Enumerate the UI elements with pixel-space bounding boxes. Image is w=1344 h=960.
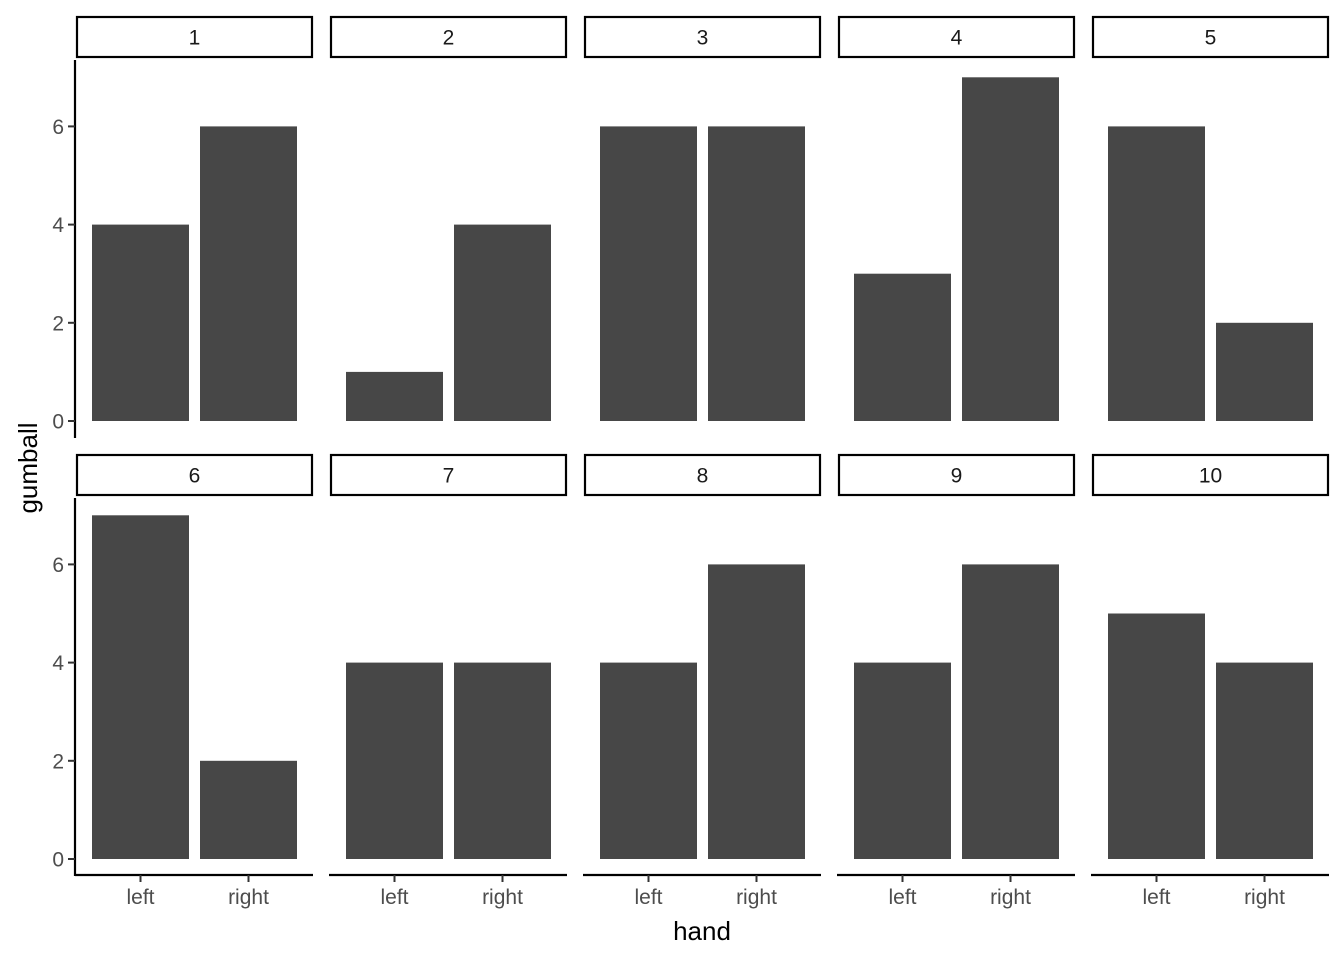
facet-strip [329,15,568,59]
facet-strip-label: 10 [1199,465,1222,488]
facet-strip-label: 7 [443,465,455,488]
y-tick-label: 0 [52,411,64,434]
y-tick-label: 4 [52,214,64,237]
facet-strip [1091,15,1330,59]
bar-7-left [346,662,443,859]
facet-panel-4: 4 [837,15,1076,422]
bar-9-left [854,662,951,859]
bar-5-left [1108,126,1205,422]
bar-2-right [454,224,551,421]
facet-strip [837,15,1076,59]
facet-panel-9: 9 left right [837,453,1076,909]
bar-10-left [1108,613,1205,859]
facet-panel-5: 5 [1091,15,1330,422]
x-tick-label: left [888,886,916,909]
facet-panel-1: 1 0 2 4 6 [52,15,314,438]
facet-strip [1091,453,1330,497]
facet-strip [837,453,1076,497]
x-tick-label: right [482,886,523,909]
x-tick-label: right [990,886,1031,909]
facet-strip-label: 6 [189,465,201,488]
bar-4-left [854,273,951,421]
bar-3-right [708,126,805,422]
facet-strip-label: 8 [697,465,709,488]
bar-10-right [1216,662,1313,859]
bar-6-right [200,760,297,859]
facet-strip [583,15,822,59]
facet-strip [75,453,314,497]
bar-8-left [600,662,697,859]
facet-panel-7: 7 left right [329,453,568,909]
facet-panel-2: 2 [329,15,568,421]
facet-panel-10: 10 left right [1091,453,1330,909]
bar-8-right [708,564,805,859]
y-tick-label: 6 [52,116,64,139]
y-tick-label: 6 [52,554,64,577]
bar-4-right [962,77,1059,422]
bar-6-left [92,515,189,859]
x-tick-label: left [380,886,408,909]
bar-1-left [92,224,189,421]
facet-strip-label: 2 [443,27,455,50]
facet-strip-label: 4 [951,27,963,50]
bar-1-right [200,126,297,422]
bar-5-right [1216,322,1313,421]
x-tick-label: left [634,886,662,909]
facet-panel-3: 3 [583,15,822,422]
x-tick-label: right [1244,886,1285,909]
facet-strip-label: 1 [189,27,201,50]
bar-2-left [346,371,443,421]
facet-strip-label: 5 [1205,27,1217,50]
y-tick-label: 2 [52,312,64,335]
x-axis-title: hand [673,916,731,946]
bar-7-right [454,662,551,859]
bar-3-left [600,126,697,422]
x-tick-label: right [736,886,777,909]
bar-9-right [962,564,1059,859]
y-tick-label: 4 [52,652,64,675]
facet-strip-label: 9 [951,465,963,488]
x-tick-label: right [228,886,269,909]
facet-strip [329,453,568,497]
facet-panel-8: 8 left right [583,453,822,909]
facet-strip-label: 3 [697,27,709,50]
y-axis-title: gumball [13,422,43,513]
facet-strip [583,453,822,497]
facet-panel-6: 6 0 2 4 6 left right [52,453,314,909]
y-tick-label: 0 [52,849,64,872]
x-tick-label: left [1142,886,1170,909]
y-tick-label: 2 [52,750,64,773]
x-tick-label: left [126,886,154,909]
facet-strip [75,15,314,59]
